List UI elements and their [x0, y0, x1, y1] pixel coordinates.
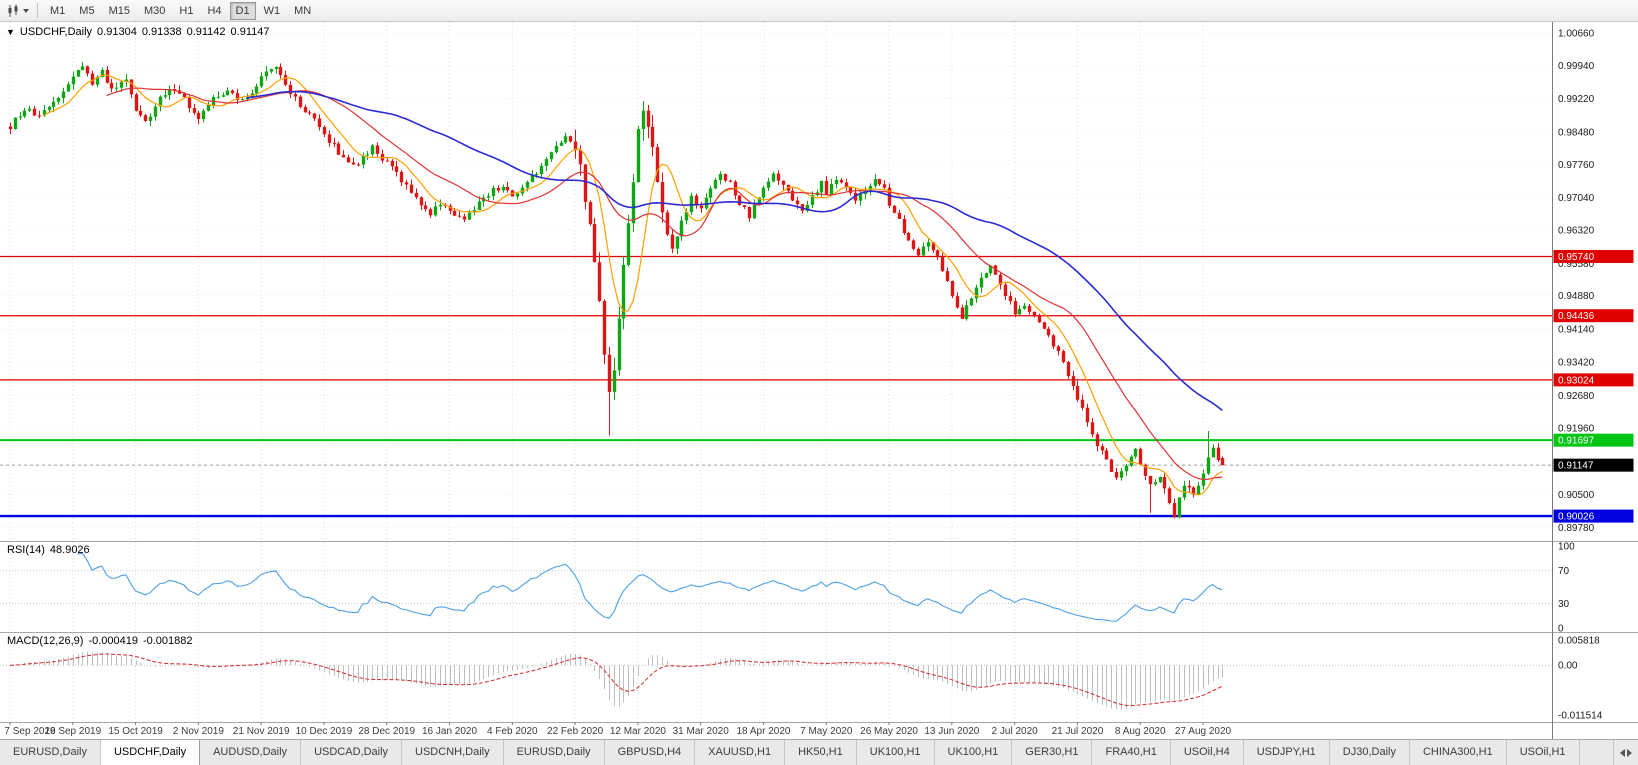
- timeframe-button-MN[interactable]: MN: [288, 2, 317, 20]
- svg-text:7 May 2020: 7 May 2020: [800, 726, 853, 737]
- moving-average-lines: [43, 74, 1223, 496]
- scroll-left-icon: [1620, 748, 1625, 757]
- svg-text:0.99220: 0.99220: [1558, 94, 1595, 105]
- svg-text:0.005818: 0.005818: [1558, 636, 1600, 647]
- svg-text:0.93024: 0.93024: [1558, 375, 1595, 386]
- chart-tab-china300-h1[interactable]: CHINA300,H1: [1409, 740, 1507, 765]
- svg-text:27 Aug 2020: 27 Aug 2020: [1175, 726, 1232, 737]
- svg-text:28 Dec 2019: 28 Dec 2019: [358, 726, 415, 737]
- svg-text:26 Sep 2019: 26 Sep 2019: [44, 726, 101, 737]
- timeframe-button-M30[interactable]: M30: [138, 2, 171, 20]
- candlestick-series: [8, 61, 1225, 519]
- price-axis: 1.00660 0.99940 0.99220 0.98480 0.97760 0.970…: [1558, 28, 1595, 533]
- svg-text:0.97760: 0.97760: [1558, 160, 1595, 171]
- svg-text:12 Mar 2020: 12 Mar 2020: [610, 726, 667, 737]
- svg-text:0.90026: 0.90026: [1558, 512, 1595, 523]
- chart-tab-usoil-h4[interactable]: USOil,H4: [1170, 740, 1244, 765]
- timeframe-button-H4[interactable]: H4: [201, 2, 227, 20]
- chevron-down-icon: [23, 8, 29, 13]
- svg-text:18 Apr 2020: 18 Apr 2020: [737, 726, 791, 737]
- svg-text:2 Jul 2020: 2 Jul 2020: [992, 726, 1039, 737]
- scroll-right-icon: [1627, 748, 1632, 757]
- chart-tab-dj30-daily[interactable]: DJ30,Daily: [1329, 740, 1410, 765]
- svg-text:30: 30: [1558, 599, 1570, 610]
- timeframe-button-M1[interactable]: M1: [44, 2, 71, 20]
- chart-canvas[interactable]: 1.00660 0.99940 0.99220 0.98480 0.97760 0.970…: [0, 22, 1638, 739]
- svg-text:0.99940: 0.99940: [1558, 61, 1595, 72]
- chart-periods-dropdown[interactable]: [4, 4, 32, 18]
- grid-lines: [0, 22, 1552, 722]
- svg-text:0.91960: 0.91960: [1558, 424, 1595, 435]
- horizontal-level-lines: [0, 255, 1552, 518]
- panel-separators: [0, 22, 1638, 739]
- timeframe-button-H1[interactable]: H1: [173, 2, 199, 20]
- svg-text:16 Jan 2020: 16 Jan 2020: [422, 726, 477, 737]
- svg-text:7 Sep 2019: 7 Sep 2019: [4, 726, 56, 737]
- candlestick-chart-icon: [8, 4, 18, 17]
- svg-text:31 Mar 2020: 31 Mar 2020: [673, 726, 730, 737]
- chart-tab-uk100-h1[interactable]: UK100,H1: [856, 740, 935, 765]
- svg-text:26 May 2020: 26 May 2020: [860, 726, 918, 737]
- chart-tab-gbpusd-h4[interactable]: GBPUSD,H4: [604, 740, 696, 765]
- timeframe-button-M5[interactable]: M5: [73, 2, 100, 20]
- svg-text:0.93420: 0.93420: [1558, 357, 1595, 368]
- chart-tab-ger30-h1[interactable]: GER30,H1: [1012, 740, 1093, 765]
- chart-tab-usdcad-daily[interactable]: USDCAD,Daily: [301, 740, 403, 765]
- svg-text:-0.011514: -0.011514: [1558, 710, 1603, 721]
- svg-text:0.95580: 0.95580: [1558, 259, 1595, 270]
- rsi-panel: 100 70 30 0: [0, 542, 1575, 635]
- svg-text:0.91697: 0.91697: [1558, 436, 1595, 447]
- macd-panel: 0.005818 0.00 -0.011514: [0, 636, 1603, 721]
- svg-text:0.98480: 0.98480: [1558, 127, 1595, 138]
- svg-text:0.94880: 0.94880: [1558, 291, 1595, 302]
- timeframe-toolbar: M1 M5 M15 M30 H1 H4 D1 W1 MN: [0, 0, 1638, 22]
- svg-text:0: 0: [1558, 624, 1564, 635]
- svg-text:0.94140: 0.94140: [1558, 325, 1595, 336]
- price-badges: 0.95740 0.94436 0.93024 0.91697 0.90026 0.911…: [1553, 249, 1634, 523]
- svg-text:0.96320: 0.96320: [1558, 226, 1595, 237]
- svg-text:22 Feb 2020: 22 Feb 2020: [547, 726, 604, 737]
- svg-text:0.95740: 0.95740: [1558, 252, 1595, 263]
- svg-text:0.90500: 0.90500: [1558, 490, 1595, 501]
- svg-text:100: 100: [1558, 542, 1575, 553]
- svg-text:4 Feb 2020: 4 Feb 2020: [487, 726, 538, 737]
- chart-tab-audusd-daily[interactable]: AUDUSD,Daily: [200, 740, 302, 765]
- svg-text:1.00660: 1.00660: [1558, 28, 1595, 39]
- chart-tab-eurusd-daily[interactable]: EURUSD,Daily: [503, 740, 605, 765]
- tab-scroll-button[interactable]: [1613, 740, 1638, 765]
- chart-tabs-bar: EURUSD,Daily USDCHF,Daily AUDUSD,Daily USDC…: [0, 739, 1638, 765]
- svg-text:15 Oct 2019: 15 Oct 2019: [108, 726, 163, 737]
- chart-tab-usdchf-daily[interactable]: USDCHF,Daily: [100, 740, 201, 765]
- svg-text:21 Jul 2020: 21 Jul 2020: [1052, 726, 1104, 737]
- svg-text:0.92680: 0.92680: [1558, 391, 1595, 402]
- svg-text:2 Nov 2019: 2 Nov 2019: [173, 726, 225, 737]
- chart-tab-fra40-h1[interactable]: FRA40,H1: [1092, 740, 1171, 765]
- chart-tab-xauusd-h1[interactable]: XAUUSD,H1: [695, 740, 786, 765]
- chart-tab-usdcnh-daily[interactable]: USDCNH,Daily: [402, 740, 504, 765]
- svg-text:13 Jun 2020: 13 Jun 2020: [924, 726, 979, 737]
- timeframe-button-D1[interactable]: D1: [229, 1, 256, 20]
- toolbar-separator: [37, 3, 38, 18]
- timeframe-button-M15[interactable]: M15: [103, 2, 136, 20]
- svg-text:0.97040: 0.97040: [1558, 193, 1595, 204]
- svg-text:70: 70: [1558, 566, 1570, 577]
- chart-window: 1.00660 0.99940 0.99220 0.98480 0.97760 0.970…: [0, 22, 1638, 739]
- svg-text:0.91147: 0.91147: [1558, 461, 1594, 472]
- svg-text:8 Aug 2020: 8 Aug 2020: [1115, 726, 1166, 737]
- svg-text:21 Nov 2019: 21 Nov 2019: [233, 726, 290, 737]
- chart-tab-usoil-h1[interactable]: USOil,H1: [1506, 740, 1580, 765]
- chart-tab-hk50-h1[interactable]: HK50,H1: [785, 740, 857, 765]
- chart-tab-uk100-h1[interactable]: UK100,H1: [934, 740, 1013, 765]
- svg-text:0.89780: 0.89780: [1558, 523, 1595, 534]
- svg-text:0.94436: 0.94436: [1558, 311, 1595, 322]
- chart-tab-eurusd-daily[interactable]: EURUSD,Daily: [0, 740, 101, 765]
- timeframe-buttons: M1 M5 M15 M30 H1 H4 D1 W1 MN: [43, 1, 318, 20]
- svg-text:10 Dec 2019: 10 Dec 2019: [296, 726, 353, 737]
- timeframe-button-W1[interactable]: W1: [258, 2, 287, 20]
- chart-tab-usdjpy-h1[interactable]: USDJPY,H1: [1243, 740, 1330, 765]
- svg-text:0.00: 0.00: [1558, 661, 1578, 672]
